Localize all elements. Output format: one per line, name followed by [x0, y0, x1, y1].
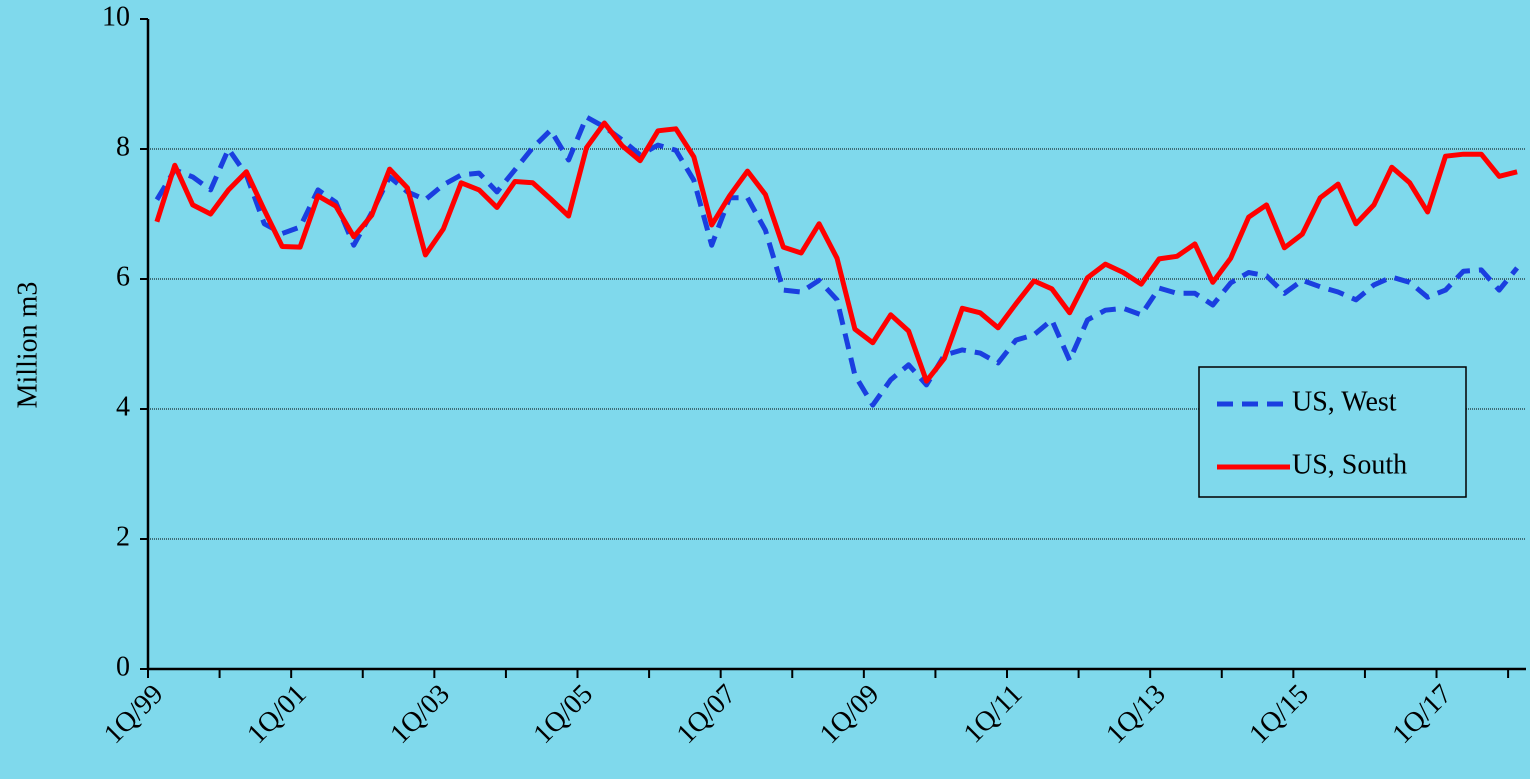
y-tick-label: 10: [102, 1, 130, 32]
y-tick-label: 2: [116, 521, 130, 552]
y-tick-label: 8: [116, 131, 130, 162]
legend-box: [1198, 366, 1467, 498]
y-tick-label: 4: [116, 391, 130, 422]
legend-label: US, South: [1292, 449, 1407, 480]
series-line: [154, 120, 1518, 384]
series-line: [154, 114, 1520, 408]
legend-label: US, West: [1292, 386, 1397, 417]
y-tick-label: 0: [116, 651, 130, 682]
y-axis-title: Million m3: [12, 282, 43, 409]
y-tick-label: 6: [116, 261, 130, 292]
